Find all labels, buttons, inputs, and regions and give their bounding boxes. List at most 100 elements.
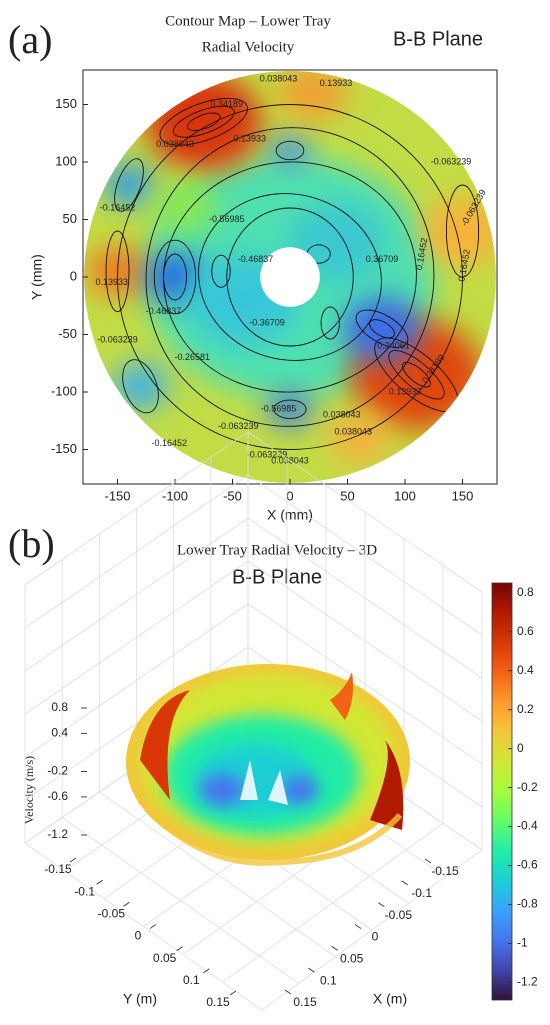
x-tick-label: 0 [372,930,379,944]
contour-line [122,359,159,414]
y-tick-label: -0.05 [98,907,126,921]
y-tick [123,901,130,907]
contour-line [186,112,221,131]
y-tick [96,879,103,885]
y-tick [203,968,210,974]
field-blob [156,182,217,234]
contour-label: 0.038043 [156,139,194,149]
contour-label: -0.16452 [100,202,136,212]
x-tick [354,924,362,929]
contour-label: 0.038043 [334,427,372,437]
y-tick-label: -150 [51,441,77,456]
y-tick-label: 0.15 [206,995,230,1009]
chart-subtitle: Radial Velocity [202,39,295,55]
contour-label: 0.13933 [233,133,266,143]
colorbar-tick-label: -0.4 [517,819,538,833]
contour-line [369,319,395,339]
contour-label: -0.56985 [209,214,245,224]
chart-subtitle: B-B Plane [232,566,322,588]
contour-line [320,306,340,340]
z-tick-label: 0.4 [51,726,68,740]
y-tick [149,924,157,929]
contour-label: -0.46837 [238,254,274,264]
y-tick [176,946,183,952]
grid-line [222,823,444,983]
contour-line [145,127,435,427]
y-axis-label: Y (mm) [29,254,45,300]
x-tick [331,945,338,951]
x-tick-label: -0.05 [385,908,413,922]
x-tick [378,902,385,908]
surface-spike [240,760,288,805]
contour-line [153,239,197,315]
surface-dip [200,774,244,806]
z-tick-label: -0.2 [47,764,68,778]
x-tick [424,858,432,864]
contour-label: -0.16452 [151,438,187,448]
contour-label: 0.13933 [320,78,353,88]
colorbar-tick-label: -0.2 [517,780,538,794]
field-blob [278,71,348,122]
x-tick-label: 150 [452,488,474,503]
y-tick-label: 0 [135,929,142,943]
field-blob [328,412,390,464]
colorbar-tick-label: -0.6 [517,858,538,872]
z-axis-label: Velocity (m/s) [22,756,36,824]
colorbar-tick-label: 0.2 [517,702,534,716]
grid-line [24,603,483,765]
panel-label: (a) [8,17,52,62]
y-tick-label: -100 [51,383,77,398]
x-tick-label: 0.15 [293,995,317,1009]
contour-line [172,105,235,138]
contour-line [273,399,307,419]
colorbar [491,582,513,1001]
contour-label: -0.36709 [249,317,285,327]
colorbar-tick-label: 0.8 [517,585,534,599]
x-tick-label: -0.1 [411,886,432,900]
z-tick-label: -1.2 [47,827,68,841]
surface-peak [330,672,354,720]
field-blob [104,164,154,206]
contour-line [402,362,431,388]
contour-line [163,161,417,393]
x-tick-label: 0.1 [320,973,337,987]
field-blob [343,296,421,361]
x-tick-label: -50 [223,488,242,503]
contour-label: 0.24061 [377,340,410,350]
contour-label: 0.34189 [210,99,243,109]
x-tick [401,880,408,886]
y-tick-label: -50 [58,326,77,341]
surface-peak [370,740,404,830]
grid-line [24,517,483,679]
contour-label: -0.56985 [261,404,297,414]
grid-line [24,560,483,722]
grid-line [261,849,483,1011]
colorbar-tick-label: -0.8 [517,897,538,911]
contour-label: -0.26581 [174,352,210,362]
colorbar-tick-label: 0 [517,741,524,755]
colorbar-tick-label: 0.6 [517,624,534,638]
contour-line [159,97,248,146]
z-tick-label: 0.8 [51,700,68,714]
contour-label: -0.46837 [146,306,182,316]
x-axis-label: X (mm) [267,507,313,523]
x-tick-label: -150 [104,488,130,503]
contour-line [226,207,354,347]
y-tick [69,857,77,863]
field-blob [112,363,169,410]
x-tick [308,967,315,973]
x-axis-label: X (m) [373,991,407,1007]
contour-label: 0.13933 [95,277,128,287]
x-tick-label: -100 [162,488,188,503]
contour-line [163,253,187,301]
surface-dip [282,776,318,804]
contour-label: 0.36709 [366,254,399,264]
y-tick-label: 100 [55,153,77,168]
contour-line [275,140,305,161]
contour-line [114,158,144,212]
contour-label: -0.063239 [431,156,472,166]
grid-line [24,474,483,636]
y-tick [229,990,237,996]
field-blob [421,196,496,266]
